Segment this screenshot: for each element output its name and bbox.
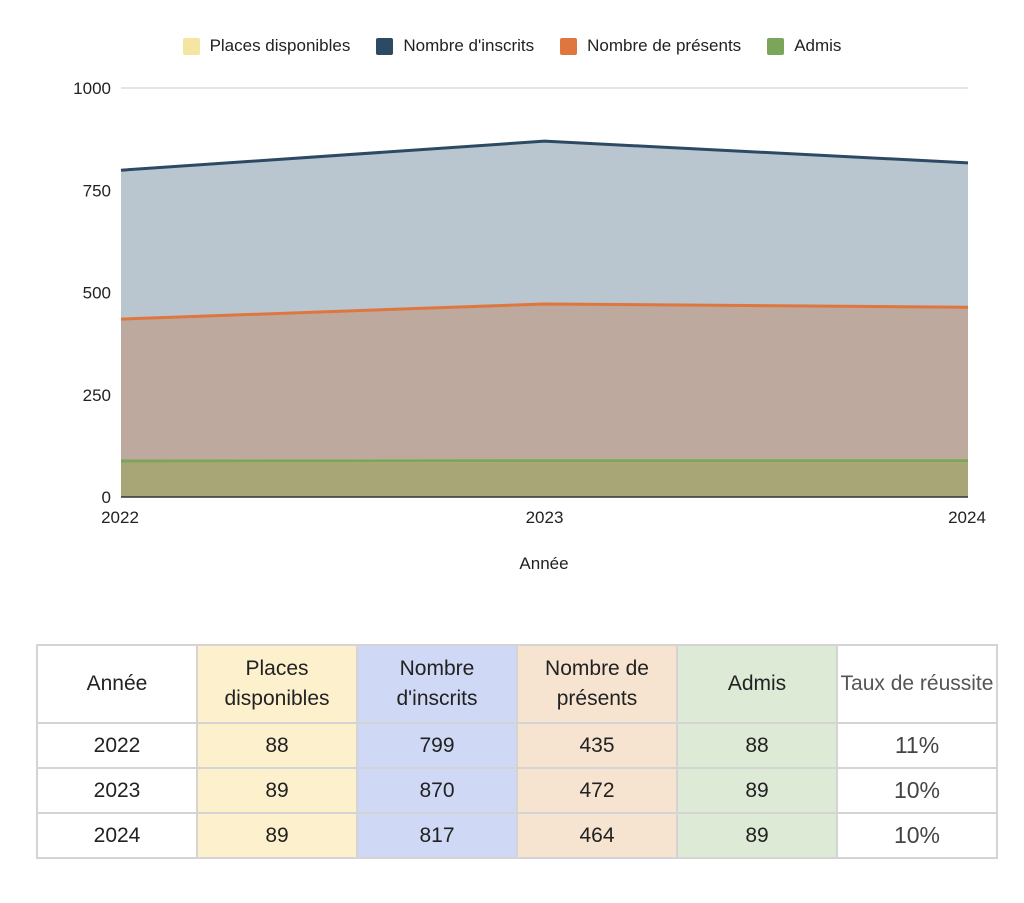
cell-annee: 2024 (36, 812, 198, 859)
cell-places: 88 (196, 722, 358, 769)
legend-swatch-inscrits (376, 37, 394, 55)
legend-label-inscrits: Nombre d'inscrits (403, 36, 535, 55)
x-axis-title: Année (519, 554, 569, 573)
table-row: 2023 89 870 472 89 10% (36, 767, 998, 814)
x-tick-label: 2022 (101, 508, 139, 527)
area-2 (121, 303, 968, 497)
legend-item-inscrits[interactable]: Nombre d'inscrits (376, 36, 534, 56)
legend-swatch-places (182, 37, 200, 55)
area-chart: 0 250 500 750 1000 2022 2023 2024 (73, 79, 986, 527)
cell-inscrits: 870 (356, 767, 518, 814)
y-tick-label: 1000 (73, 79, 111, 98)
y-tick-label: 250 (83, 386, 111, 405)
header-presents: Nombre de présents (516, 644, 678, 724)
y-tick-label: 500 (83, 284, 111, 303)
cell-annee: 2022 (36, 722, 198, 769)
cell-presents: 435 (516, 722, 678, 769)
table-header-row: Année Places disponibles Nombre d'inscri… (36, 644, 998, 724)
legend-item-presents[interactable]: Nombre de présents (560, 36, 741, 56)
header-inscrits: Nombre d'inscrits (356, 644, 518, 724)
cell-places: 89 (196, 767, 358, 814)
legend-swatch-presents (560, 37, 578, 55)
table-row: 2024 89 817 464 89 10% (36, 812, 998, 859)
area-3 (121, 460, 968, 497)
cell-taux: 10% (836, 767, 998, 814)
cell-taux: 10% (836, 812, 998, 859)
series-line-2 (120, 302, 969, 321)
y-tick-label: 0 (102, 488, 111, 507)
cell-annee: 2023 (36, 767, 198, 814)
legend-swatch-admis (767, 37, 785, 55)
table-row: 2022 88 799 435 88 11% (36, 722, 998, 769)
header-admis: Admis (676, 644, 838, 724)
cell-inscrits: 817 (356, 812, 518, 859)
data-table-container: Année Places disponibles Nombre d'inscri… (36, 644, 998, 859)
legend-item-admis[interactable]: Admis (767, 36, 841, 56)
y-tick-label: 750 (83, 181, 111, 200)
header-annee: Année (36, 644, 198, 724)
legend-item-places[interactable]: Places disponibles (182, 36, 351, 56)
series-line-1 (120, 139, 969, 172)
cell-places: 89 (196, 812, 358, 859)
cell-inscrits: 799 (356, 722, 518, 769)
cell-presents: 472 (516, 767, 678, 814)
header-places: Places disponibles (196, 644, 358, 724)
legend-label-places: Places disponibles (209, 36, 351, 55)
cell-admis: 89 (676, 812, 838, 859)
cell-taux: 11% (836, 722, 998, 769)
x-tick-label: 2023 (526, 508, 564, 527)
cell-admis: 89 (676, 767, 838, 814)
cell-admis: 88 (676, 722, 838, 769)
cell-presents: 464 (516, 812, 678, 859)
legend-label-admis: Admis (794, 36, 842, 55)
legend-label-presents: Nombre de présents (587, 36, 742, 55)
header-taux: Taux de réussite (836, 644, 998, 724)
data-table: Année Places disponibles Nombre d'inscri… (36, 644, 998, 859)
x-tick-label: 2024 (948, 508, 986, 527)
chart-legend: Places disponibles Nombre d'inscrits Nom… (0, 36, 1024, 56)
